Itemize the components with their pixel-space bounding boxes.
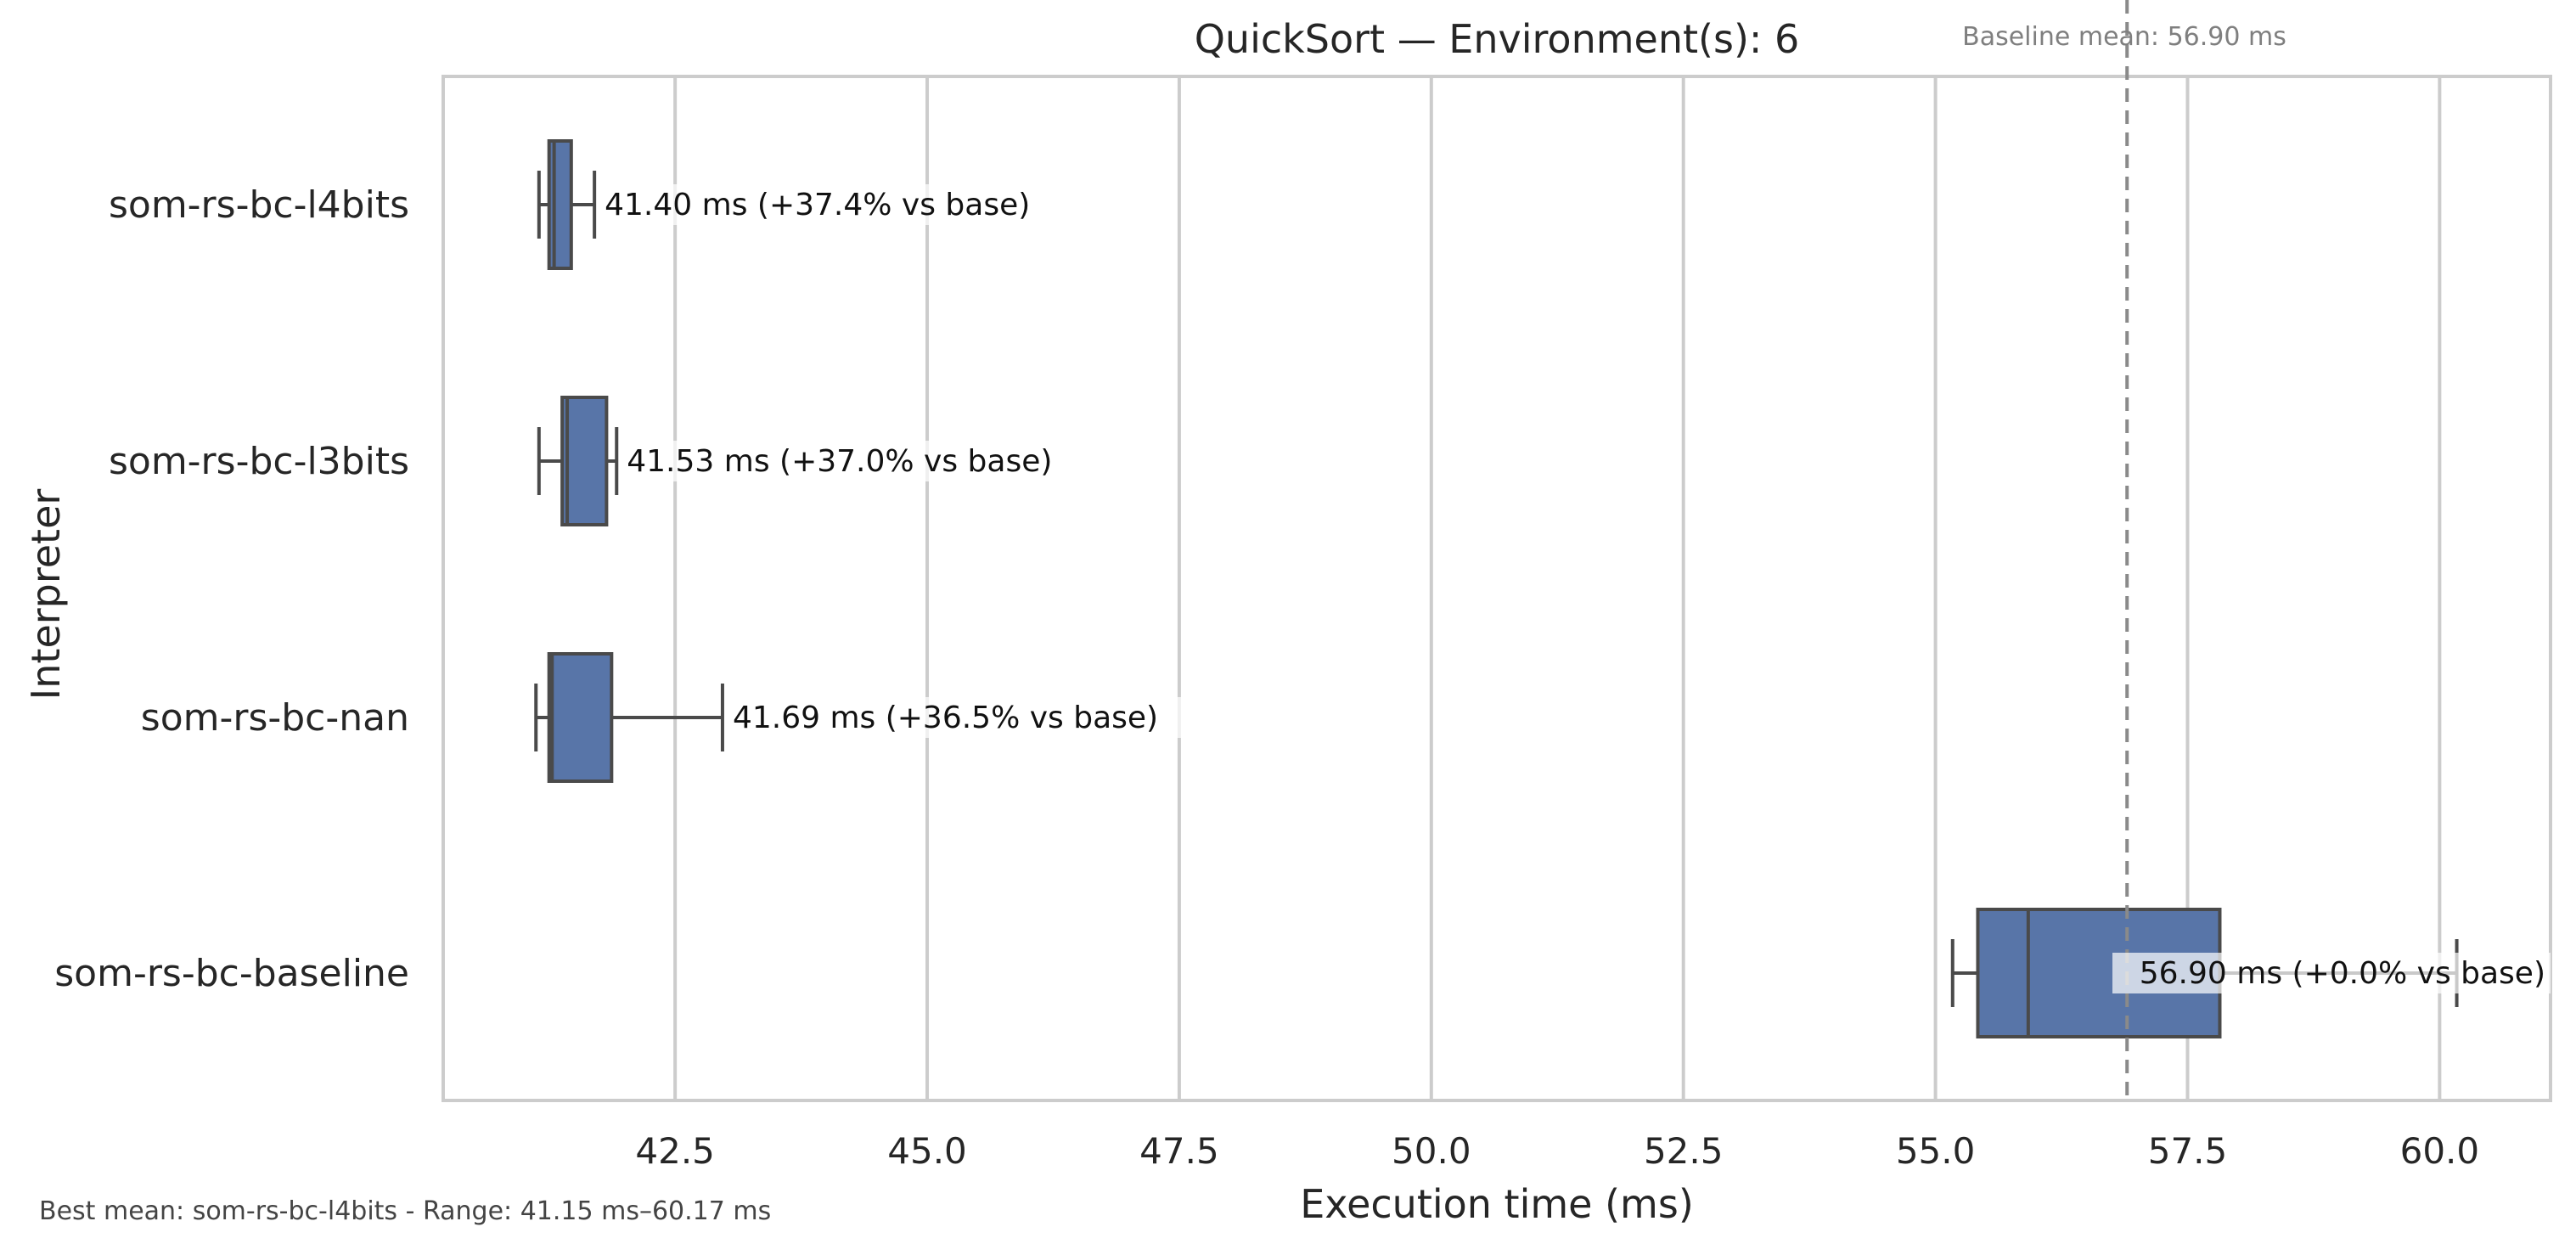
box <box>560 396 609 526</box>
footer-note: Best mean: som-rs-bc-l4bits - Range: 41.… <box>39 1196 771 1226</box>
data-label: 41.69 ms (+36.5% vs base) <box>733 701 1158 735</box>
data-label: 56.90 ms (+0.0% vs base) <box>2140 956 2545 991</box>
baseline-mean-label: Baseline mean: 56.90 ms <box>1962 22 2286 52</box>
x-tick-label: 42.5 <box>635 1130 715 1172</box>
box <box>547 139 573 270</box>
plot-frame <box>442 75 2552 1102</box>
x-axis-label: Execution time (ms) <box>1300 1181 1694 1227</box>
y-tick-label: som-rs-bc-baseline <box>54 952 409 995</box>
data-label-bg <box>2112 953 2551 993</box>
data-label-bg <box>622 441 1077 481</box>
x-tick-label: 50.0 <box>1392 1130 1471 1172</box>
y-tick-label: som-rs-bc-nan <box>141 696 409 740</box>
y-tick-label: som-rs-bc-l3bits <box>109 440 409 483</box>
chart-title: QuickSort — Environment(s): 6 <box>1195 16 1800 62</box>
y-tick-label: som-rs-bc-l4bits <box>109 183 409 227</box>
data-label-bg <box>727 697 1184 738</box>
x-tick-label: 47.5 <box>1139 1130 1219 1172</box>
data-label: 41.40 ms (+37.4% vs base) <box>605 188 1030 222</box>
data-label-bg <box>599 184 1055 225</box>
y-axis-label: Interpreter <box>23 489 69 701</box>
box <box>547 652 614 783</box>
data-label: 41.53 ms (+37.0% vs base) <box>627 444 1052 479</box>
x-tick-label: 55.0 <box>1896 1130 1976 1172</box>
label-layer: 41.40 ms (+37.4% vs base) 41.53 ms (+37.0… <box>599 184 2551 993</box>
x-tick-label: 52.5 <box>1644 1130 1724 1172</box>
x-tick-label: 45.0 <box>887 1130 967 1172</box>
x-tick-label: 60.0 <box>2400 1130 2480 1172</box>
x-tick-label: 57.5 <box>2148 1130 2228 1172</box>
tick-layer: 42.5 45.0 47.5 50.0 52.5 55.0 57.5 60.0 som-rs-b… <box>54 183 2479 1172</box>
